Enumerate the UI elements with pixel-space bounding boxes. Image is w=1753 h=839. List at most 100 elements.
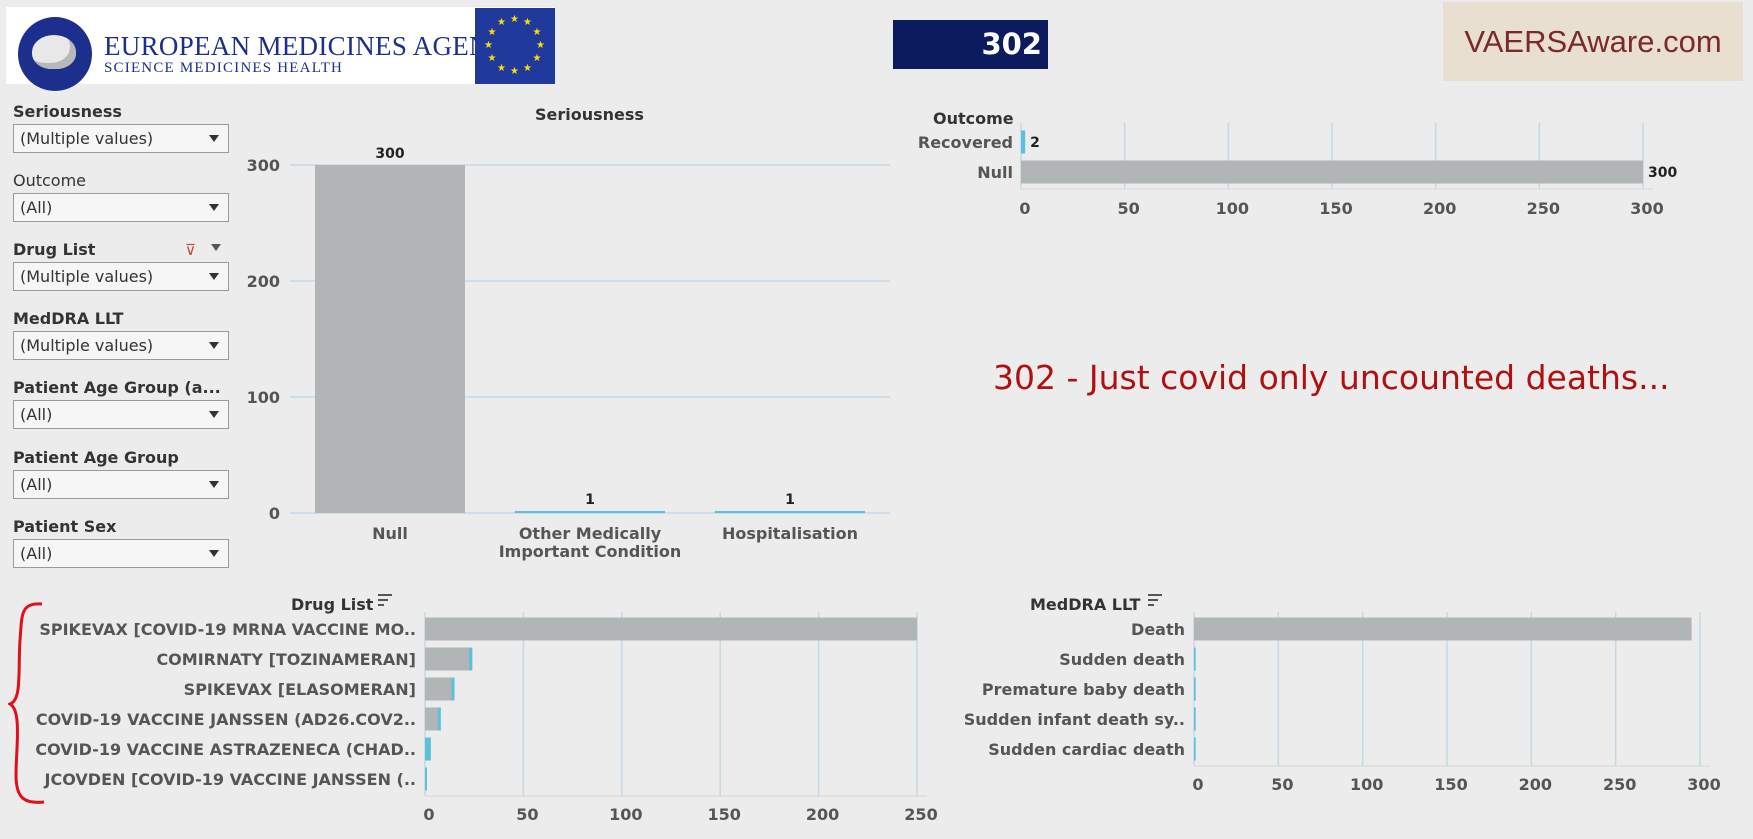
filter-label: Patient Age Group (a...	[13, 378, 221, 397]
chevron-down-icon	[209, 273, 219, 280]
chevron-down-icon	[209, 550, 219, 557]
category-label: Premature baby death	[982, 680, 1185, 699]
bar	[425, 617, 917, 641]
x-tick-label: 100	[609, 805, 642, 824]
x-tick-label: Important Condition	[499, 542, 682, 561]
seriousness-chart: 0 100 200 300 300 Null 1 Other MedicallyImporta…	[247, 146, 890, 561]
outcome-chart-title: Outcome	[933, 109, 1014, 128]
x-tick-label: 200	[1519, 775, 1552, 794]
data-label: 1	[585, 492, 595, 508]
meddra-chart: 0 50 100 150 200 250 300 Death Sudden death Prema…	[964, 612, 1721, 794]
x-tick-label: 150	[1434, 775, 1467, 794]
x-tick-label: 50	[1118, 199, 1140, 218]
data-label: 300	[375, 146, 404, 162]
filter-label: Drug List	[13, 240, 96, 259]
eu-star-icon: ★	[523, 62, 532, 74]
x-tick-label: 200	[806, 805, 839, 824]
bar-highlight	[437, 707, 441, 731]
category-label: SPIKEVAX [COVID-19 MRNA VACCINE MO..	[39, 620, 416, 639]
chevron-down-icon	[209, 411, 219, 418]
agency-tagline: SCIENCE MEDICINES HEALTH	[104, 60, 344, 76]
category-label: Null	[977, 163, 1013, 182]
filter-label: MedDRA LLT	[13, 309, 124, 328]
category-label: Recovered	[918, 133, 1013, 152]
filter-menu-chevron-icon[interactable]	[211, 244, 221, 251]
annotation-text: 302 - Just covid only uncounted deaths..…	[993, 358, 1670, 397]
bar	[425, 647, 473, 671]
filter-dropdown[interactable]: (All)	[13, 539, 229, 568]
bar	[425, 677, 455, 701]
eu-star-icon: ★	[532, 27, 542, 38]
x-tick-label: 150	[1319, 199, 1352, 218]
eu-star-icon: ★	[487, 53, 497, 64]
clear-filter-icon[interactable]: ⊽	[185, 241, 196, 259]
x-tick-label: 100	[1350, 775, 1383, 794]
bar	[1194, 707, 1196, 731]
x-tick-label: 250	[1527, 199, 1560, 218]
bar	[1194, 617, 1692, 641]
x-tick-label: Hospitalisation	[722, 524, 858, 543]
category-label: SPIKEVAX [ELASOMERAN]	[184, 680, 416, 699]
filter-dropdown[interactable]: (Multiple values)	[13, 124, 229, 153]
filter-label: Outcome	[13, 171, 87, 190]
bar	[1021, 130, 1026, 154]
data-label: 1	[785, 492, 795, 508]
bar-highlight	[469, 647, 473, 671]
sort-icon[interactable]	[378, 594, 392, 606]
filter-dropdown[interactable]: (All)	[13, 400, 229, 429]
eu-star-icon: ★	[497, 62, 506, 74]
category-label: Death	[1131, 620, 1185, 639]
data-label: 300	[1648, 165, 1677, 181]
filter-dropdown-value: (All)	[20, 544, 53, 563]
bar	[515, 511, 665, 513]
agency-name: EUROPEAN MEDICINES AGENCY	[104, 31, 528, 61]
x-tick-label: 50	[516, 805, 538, 824]
chevron-down-icon	[209, 342, 219, 349]
eu-star-icon: ★	[532, 53, 542, 64]
x-tick-label: 200	[1423, 199, 1456, 218]
filter-dropdown-value: (All)	[20, 475, 53, 494]
category-label: COVID-19 VACCINE ASTRAZENECA (CHAD..	[35, 740, 416, 759]
seriousness-chart-title: Seriousness	[535, 105, 644, 124]
eu-flag-icon: ★ ★ ★ ★ ★ ★ ★ ★ ★ ★ ★ ★	[475, 8, 555, 84]
filter-dropdown-value: (Multiple values)	[20, 129, 154, 148]
sort-icon[interactable]	[1148, 594, 1162, 606]
x-tick-label: 250	[904, 805, 937, 824]
x-tick-label: 250	[1603, 775, 1636, 794]
x-tick-label: 100	[1216, 199, 1249, 218]
x-tick-label: 0	[1019, 199, 1030, 218]
filter-dropdown[interactable]: (Multiple values)	[13, 262, 229, 291]
filter-dropdown-value: (All)	[20, 198, 53, 217]
eu-star-icon: ★	[523, 17, 532, 29]
total-count-badge: 302	[893, 20, 1048, 69]
brand-watermark: VAERSAware.com	[1443, 2, 1743, 81]
category-label: Sudden infant death sy..	[964, 710, 1185, 729]
bar	[1021, 160, 1643, 184]
x-tick-label: Null	[372, 524, 408, 543]
eu-star-icon: ★	[497, 17, 506, 29]
bar-highlight	[451, 677, 455, 701]
filter-dropdown-value: (Multiple values)	[20, 336, 154, 355]
filter-label: Seriousness	[13, 102, 122, 121]
filter-dropdown[interactable]: (All)	[13, 470, 229, 499]
chevron-down-icon	[209, 204, 219, 211]
filter-dropdown-value: (Multiple values)	[20, 267, 154, 286]
filter-dropdown-value: (All)	[20, 405, 53, 424]
drug-list-chart: 0 50 100 150 200 250 SPIKEVAX [COVID-19 MRNA V…	[35, 612, 938, 824]
x-tick-label: 50	[1271, 775, 1293, 794]
bar	[425, 737, 431, 761]
y-tick-label: 0	[269, 504, 280, 523]
drug-list-chart-title: Drug List	[291, 595, 374, 614]
chevron-down-icon	[209, 481, 219, 488]
category-label: Sudden cardiac death	[988, 740, 1185, 759]
filter-label: Patient Age Group	[13, 448, 179, 467]
ema-logo: EUROPEAN MEDICINES AGENCY SCIENCE MEDICI…	[6, 7, 554, 91]
outcome-chart: 0 50 100 150 200 250 300 Recovered 2 Null 300	[918, 123, 1677, 218]
filter-dropdown[interactable]: (All)	[13, 193, 229, 222]
chevron-down-icon	[209, 135, 219, 142]
data-label: 2	[1030, 135, 1040, 151]
eu-star-icon: ★	[510, 66, 519, 77]
filter-dropdown[interactable]: (Multiple values)	[13, 331, 229, 360]
eu-star-icon: ★	[536, 40, 545, 51]
bar	[1194, 647, 1196, 671]
